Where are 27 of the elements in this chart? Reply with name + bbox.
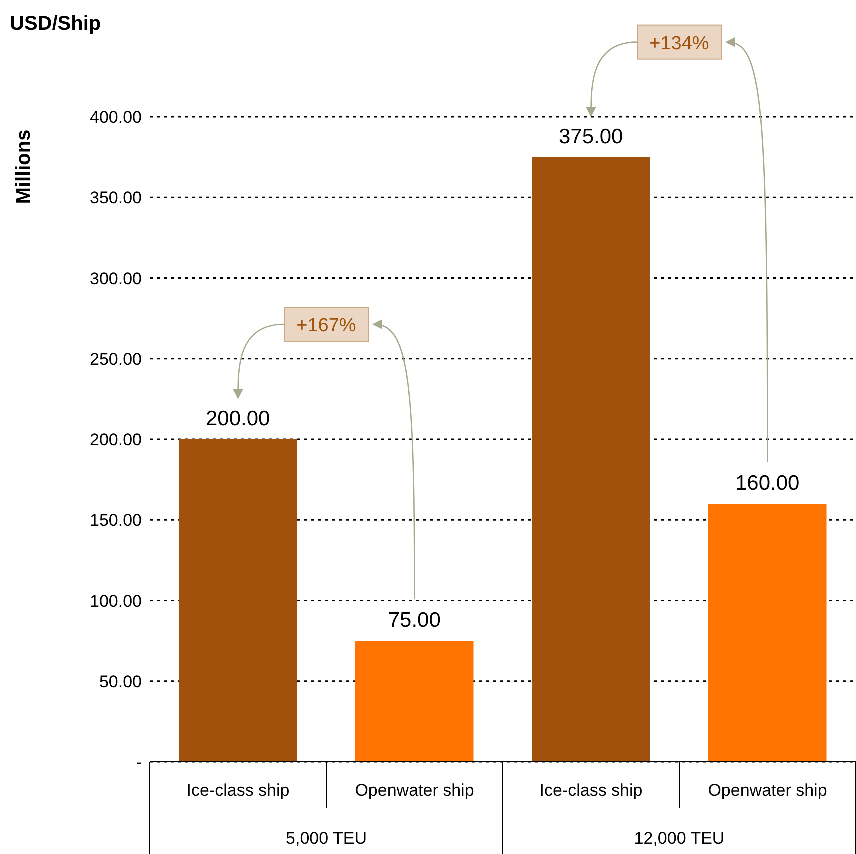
bar: [708, 504, 827, 762]
chart-title: USD/Ship: [10, 13, 102, 35]
y-tick-label: 150.00: [90, 511, 142, 530]
y-tick-label: 200.00: [90, 430, 142, 450]
x-tick-label: Ice-class ship: [540, 781, 643, 800]
bar: [532, 157, 650, 762]
y-tick-label: 250.00: [90, 350, 142, 369]
x-tick-label: Openwater ship: [355, 781, 474, 800]
data-label: 75.00: [388, 609, 441, 632]
y-tick-label: 50.00: [99, 672, 142, 692]
annotation: +167%: [296, 316, 356, 336]
y-tick-label: 100.00: [90, 592, 142, 611]
data-label: 375.00: [559, 125, 624, 148]
text: 12,000 TEU: [634, 829, 725, 848]
y-tick-label: 350.00: [90, 188, 142, 208]
text: 5,000 TEU: [286, 829, 367, 848]
x-tick-label: Openwater ship: [708, 781, 828, 800]
data-label: 200.00: [206, 408, 270, 430]
y-tick-label: 300.00: [90, 269, 142, 288]
text: +134%: [650, 33, 710, 54]
y-axis-title: Millions: [13, 130, 35, 204]
y-tick-label: -: [136, 753, 142, 772]
bar: [356, 641, 474, 762]
bar: [179, 440, 298, 762]
x-tick-label: Ice-class ship: [186, 781, 290, 800]
data-label: 160.00: [736, 472, 800, 495]
y-tick-label: 400.00: [90, 108, 142, 127]
